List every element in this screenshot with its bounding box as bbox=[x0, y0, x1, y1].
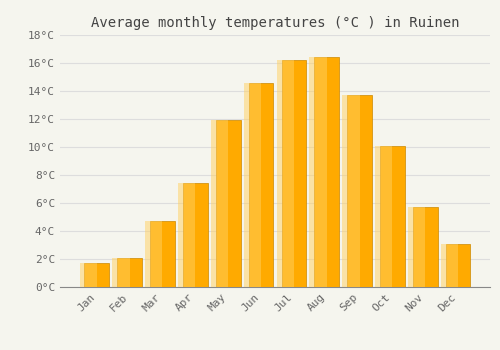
Bar bbox=[80, 263, 97, 287]
Bar bbox=[150, 221, 175, 287]
Bar bbox=[348, 95, 372, 287]
Bar bbox=[413, 207, 438, 287]
Bar bbox=[178, 183, 196, 287]
Bar bbox=[211, 120, 228, 287]
Bar bbox=[314, 57, 339, 287]
Bar bbox=[342, 95, 359, 287]
Bar bbox=[118, 258, 142, 287]
Bar bbox=[145, 221, 162, 287]
Bar bbox=[276, 60, 294, 287]
Bar bbox=[244, 83, 261, 287]
Bar bbox=[248, 83, 274, 287]
Bar bbox=[282, 60, 306, 287]
Bar bbox=[380, 146, 405, 287]
Bar bbox=[84, 263, 109, 287]
Bar bbox=[446, 244, 470, 287]
Bar bbox=[375, 146, 392, 287]
Title: Average monthly temperatures (°C ) in Ruinen: Average monthly temperatures (°C ) in Ru… bbox=[91, 16, 459, 30]
Bar bbox=[441, 244, 458, 287]
Bar bbox=[408, 207, 426, 287]
Bar bbox=[216, 120, 240, 287]
Bar bbox=[112, 258, 130, 287]
Bar bbox=[310, 57, 326, 287]
Bar bbox=[183, 183, 208, 287]
